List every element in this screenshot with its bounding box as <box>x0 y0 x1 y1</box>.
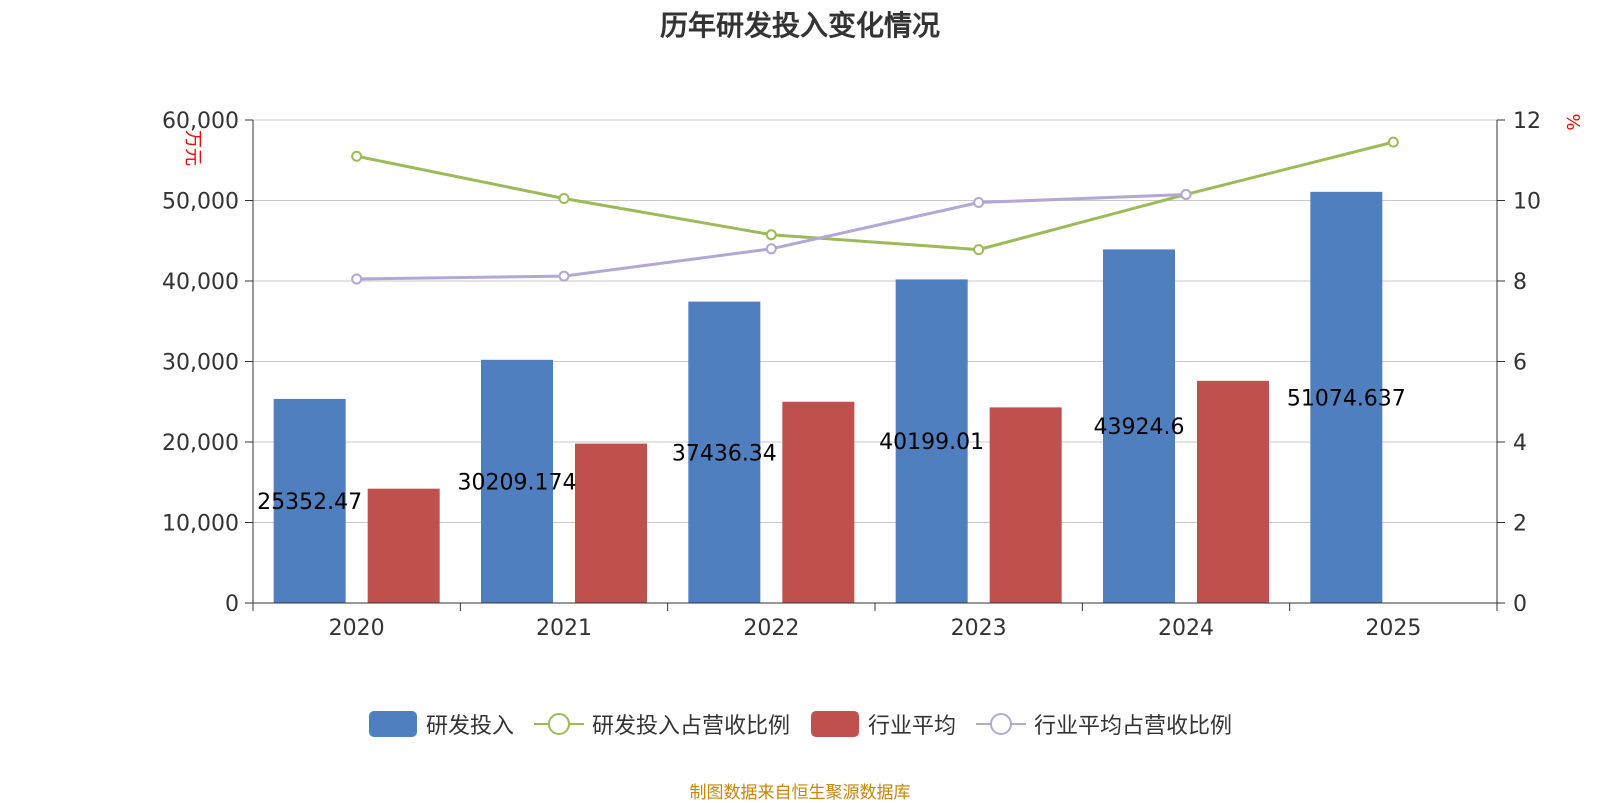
bars <box>273 191 1383 603</box>
legend: 研发投入 研发投入占营收比例 行业平均 行业平均占营收比例 <box>0 708 1600 740</box>
y-right-tick-label: 2 <box>1513 512 1527 537</box>
bar-rd <box>688 301 761 603</box>
legend-item-rd-ratio[interactable]: 研发投入占营收比例 <box>533 708 790 740</box>
legend-label-rd-ratio: 研发投入占营收比例 <box>591 714 790 739</box>
data-label-rd: 51074.637 <box>1287 386 1406 411</box>
y-left-tick-label: 10,000 <box>162 512 239 537</box>
legend-swatch-rd-ratio <box>533 713 584 735</box>
bar-industry <box>575 443 647 603</box>
industry-ratio-point <box>1180 188 1192 200</box>
source-note: 制图数据来自恒生聚源数据库 <box>689 783 911 803</box>
rd-ratio-point <box>351 150 363 162</box>
industry-ratio-point <box>351 273 363 285</box>
rd-ratio-point <box>558 192 570 204</box>
data-labels: 25352.47 30209.174 37436.34 40199.01 43924.6… <box>257 386 1406 515</box>
x-tick-label: 2020 <box>329 616 385 641</box>
legend-swatch-rd <box>368 711 417 737</box>
bar-rd <box>273 398 346 603</box>
industry-ratio-point <box>973 197 985 209</box>
data-label-rd: 40199.01 <box>879 430 984 455</box>
legend-swatch-industry <box>811 711 859 737</box>
data-label-rd: 37436.34 <box>672 441 777 466</box>
y-left-tick-label: 0 <box>225 592 239 617</box>
gridlines <box>253 119 1497 523</box>
bar-industry <box>367 488 440 603</box>
industry-ratio-point <box>765 243 777 255</box>
bar-rd <box>481 359 553 603</box>
y-left-tick-label: 20,000 <box>162 431 239 456</box>
data-label-rd: 25352.47 <box>257 490 362 515</box>
x-tick-label: 2022 <box>743 616 799 641</box>
legend-label-industry: 行业平均 <box>868 714 957 739</box>
y-left-tick-label: 30,000 <box>162 351 239 376</box>
rd-ratio-point <box>1387 136 1399 148</box>
bar-industry <box>989 407 1062 603</box>
x-tick-label: 2025 <box>1365 616 1421 641</box>
y-right-tick-label: 10 <box>1513 190 1541 215</box>
legend-label-rd: 研发投入 <box>425 714 514 739</box>
chart-title: 历年研发投入变化情况 <box>659 9 940 42</box>
data-label-rd: 43924.6 <box>1094 415 1185 440</box>
bar-rd <box>1310 191 1383 603</box>
legend-swatch-industry-ratio <box>976 713 1027 735</box>
bar-industry <box>1197 380 1269 603</box>
y-right-tick-label: 12 <box>1513 109 1541 134</box>
y-right-tick-label: 8 <box>1513 270 1527 295</box>
y-left-unit: 万元 <box>182 130 203 166</box>
rd-ratio-line <box>356 140 1394 252</box>
rd-ratio-point <box>765 229 777 241</box>
legend-label-industry-ratio: 行业平均占营收比例 <box>1034 714 1233 739</box>
x-tick-label: 2021 <box>536 616 592 641</box>
data-label-rd: 30209.174 <box>458 470 577 495</box>
chart-area: 0 0 10,000 2 20,000 4 30,000 6 40,000 8 50,000 10 60… <box>162 109 1583 641</box>
y-right-tick-label: 6 <box>1513 351 1527 376</box>
x-tick-label: 2023 <box>951 616 1007 641</box>
axes: 0 0 10,000 2 20,000 4 30,000 6 40,000 8 50,000 10 60… <box>162 109 1583 641</box>
bar-rd <box>1103 249 1175 603</box>
lines <box>351 136 1399 285</box>
industry-ratio-point <box>558 270 570 282</box>
y-left-tick-label: 60,000 <box>162 109 239 134</box>
legend-item-rd[interactable]: 研发投入 <box>368 708 514 740</box>
y-left-tick-label: 40,000 <box>162 270 239 295</box>
y-right-tick-label: 0 <box>1513 592 1527 617</box>
bar-industry <box>782 401 855 603</box>
y-right-tick-label: 4 <box>1513 431 1527 456</box>
x-tick-label: 2024 <box>1158 616 1214 641</box>
rd-ratio-point <box>973 244 985 256</box>
legend-item-industry[interactable]: 行业平均 <box>810 708 956 740</box>
bar-rd <box>895 279 968 603</box>
legend-item-industry-ratio[interactable]: 行业平均占营收比例 <box>976 708 1232 740</box>
y-right-unit: % <box>1562 113 1583 130</box>
y-left-tick-label: 50,000 <box>162 190 239 215</box>
